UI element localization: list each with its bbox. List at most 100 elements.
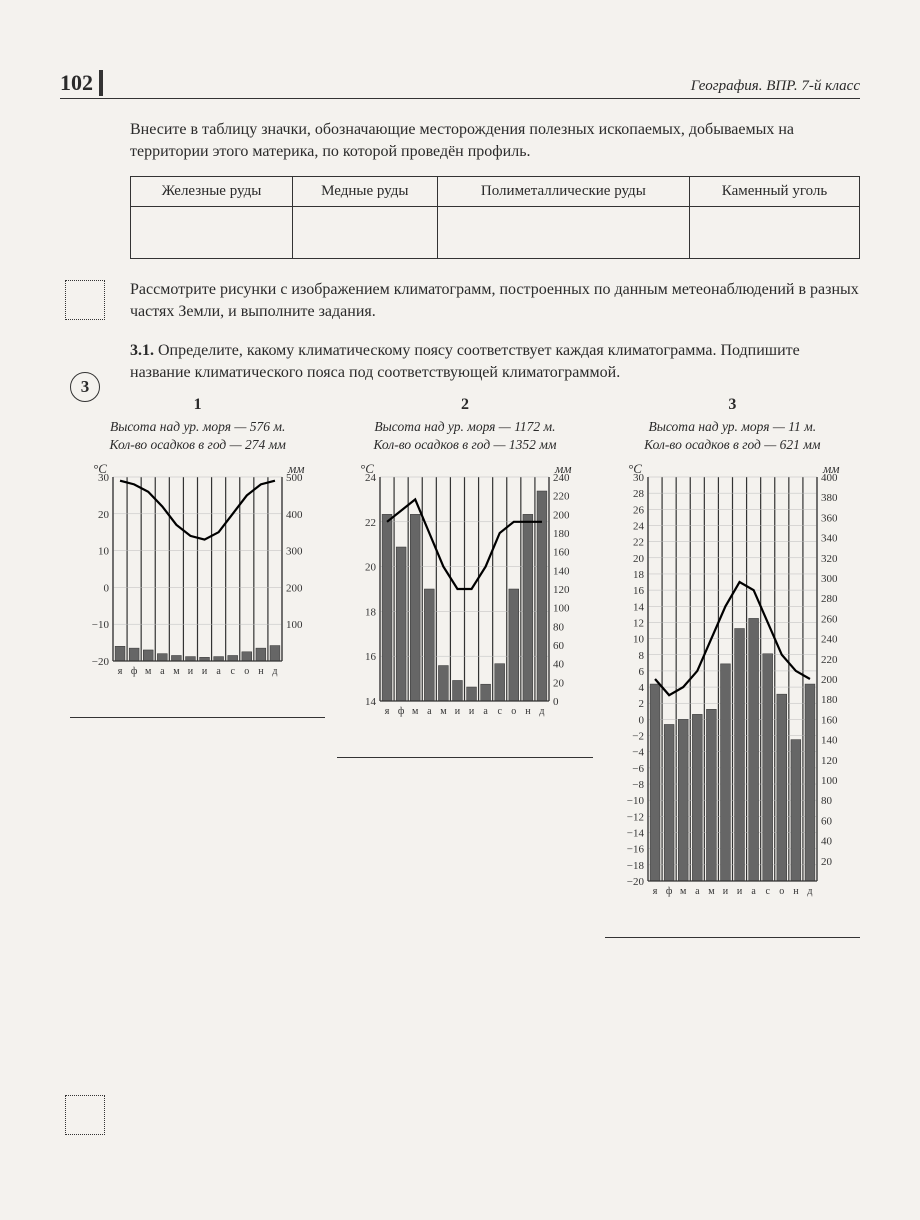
svg-text:80: 80 <box>821 796 833 808</box>
svg-text:16: 16 <box>365 652 377 664</box>
svg-text:о: о <box>512 706 517 717</box>
svg-text:−20: −20 <box>627 876 645 888</box>
score-box-2 <box>65 1095 105 1135</box>
svg-text:6: 6 <box>638 666 644 678</box>
svg-text:и: и <box>188 666 194 677</box>
svg-text:я: я <box>118 666 123 677</box>
svg-text:−14: −14 <box>627 828 645 840</box>
svg-text:380: 380 <box>821 493 838 505</box>
svg-text:240: 240 <box>821 634 838 646</box>
svg-text:д: д <box>273 666 278 677</box>
svg-text:м: м <box>145 666 152 677</box>
svg-text:0: 0 <box>638 715 644 727</box>
svg-text:о: о <box>779 886 784 897</box>
svg-text:220: 220 <box>553 491 570 503</box>
svg-text:−8: −8 <box>632 779 644 791</box>
svg-text:с: с <box>765 886 770 897</box>
svg-text:ф: ф <box>398 706 405 717</box>
svg-text:30: 30 <box>633 472 645 484</box>
svg-text:о: о <box>244 666 249 677</box>
task-3-1: 3.1. Определите, какому климатическому п… <box>130 340 860 385</box>
svg-text:10: 10 <box>98 546 110 558</box>
chart-3: °Cмм302826242220181614121086420−2−4−6−8−… <box>610 459 855 899</box>
svg-text:160: 160 <box>821 715 838 727</box>
page-number: 102 <box>60 70 103 96</box>
svg-text:8: 8 <box>638 650 644 662</box>
svg-text:20: 20 <box>365 562 377 574</box>
page-header: 102 География. ВПР. 7-й класс <box>60 70 860 99</box>
book-title: География. ВПР. 7-й класс <box>691 78 860 95</box>
answer-line-1 <box>70 698 325 718</box>
svg-text:40: 40 <box>821 836 833 848</box>
svg-text:20: 20 <box>553 678 565 690</box>
svg-text:24: 24 <box>633 521 645 533</box>
svg-text:2: 2 <box>638 699 644 711</box>
minerals-table: Железные руды Медные руды Полиметалличес… <box>130 176 860 259</box>
svg-text:120: 120 <box>553 584 570 596</box>
svg-text:30: 30 <box>98 472 110 484</box>
svg-text:100: 100 <box>553 603 570 615</box>
svg-text:−4: −4 <box>632 747 644 759</box>
svg-text:м: м <box>413 706 420 717</box>
svg-text:0: 0 <box>104 583 110 595</box>
svg-text:100: 100 <box>821 775 838 787</box>
svg-text:−6: −6 <box>632 763 644 775</box>
svg-text:а: а <box>695 886 700 897</box>
svg-text:−2: −2 <box>632 731 644 743</box>
svg-text:24: 24 <box>365 472 377 484</box>
svg-text:22: 22 <box>365 517 376 529</box>
svg-text:и: и <box>737 886 743 897</box>
svg-text:м: м <box>680 886 687 897</box>
svg-text:м: м <box>173 666 180 677</box>
svg-text:28: 28 <box>633 489 645 501</box>
col-1: Железные руды <box>131 176 293 206</box>
svg-text:26: 26 <box>633 505 645 517</box>
svg-text:4: 4 <box>638 683 644 695</box>
svg-text:20: 20 <box>821 856 833 868</box>
svg-text:−16: −16 <box>627 844 645 856</box>
svg-text:н: н <box>258 666 264 677</box>
svg-text:я: я <box>653 886 658 897</box>
svg-text:и: и <box>202 666 208 677</box>
svg-text:н: н <box>793 886 799 897</box>
svg-text:18: 18 <box>365 607 377 619</box>
svg-text:м: м <box>708 886 715 897</box>
svg-text:180: 180 <box>553 528 570 540</box>
svg-text:200: 200 <box>286 583 303 595</box>
climogram-2: 2 Высота над ур. моря — 1172 м. Кол-во о… <box>337 396 592 938</box>
svg-text:ф: ф <box>131 666 138 677</box>
svg-text:14: 14 <box>365 696 377 708</box>
svg-text:400: 400 <box>821 472 838 484</box>
col-3: Полиметаллические руды <box>437 176 689 206</box>
climogram-3: 3 Высота над ур. моря — 11 м. Кол-во оса… <box>605 396 860 938</box>
svg-text:а: а <box>160 666 165 677</box>
svg-text:ф: ф <box>666 886 673 897</box>
svg-text:80: 80 <box>553 622 565 634</box>
svg-text:340: 340 <box>821 533 838 545</box>
svg-text:140: 140 <box>553 566 570 578</box>
svg-text:я: я <box>385 706 390 717</box>
chart-2: °Cмм242220181614240220200180160140120100… <box>342 459 587 719</box>
svg-text:320: 320 <box>821 553 838 565</box>
svg-text:100: 100 <box>286 620 303 632</box>
svg-text:−10: −10 <box>627 796 645 808</box>
answer-line-3 <box>605 918 860 938</box>
climogram-1: 1 Высота над ур. моря — 576 м. Кол-во ос… <box>70 396 325 938</box>
svg-text:20: 20 <box>98 509 110 521</box>
col-4: Каменный уголь <box>690 176 860 206</box>
svg-text:10: 10 <box>633 634 645 646</box>
svg-text:120: 120 <box>821 755 838 767</box>
svg-text:0: 0 <box>553 696 559 708</box>
svg-text:60: 60 <box>553 640 565 652</box>
svg-text:−12: −12 <box>627 812 644 824</box>
svg-text:а: а <box>217 666 222 677</box>
svg-text:140: 140 <box>821 735 838 747</box>
climograms-row: 1 Высота над ур. моря — 576 м. Кол-во ос… <box>70 396 860 938</box>
svg-text:300: 300 <box>821 573 838 585</box>
task-3-marker: 3 <box>70 372 100 402</box>
svg-text:−10: −10 <box>92 620 110 632</box>
svg-text:а: а <box>428 706 433 717</box>
svg-text:−20: −20 <box>92 656 110 668</box>
svg-text:а: а <box>484 706 489 717</box>
svg-text:200: 200 <box>821 674 838 686</box>
